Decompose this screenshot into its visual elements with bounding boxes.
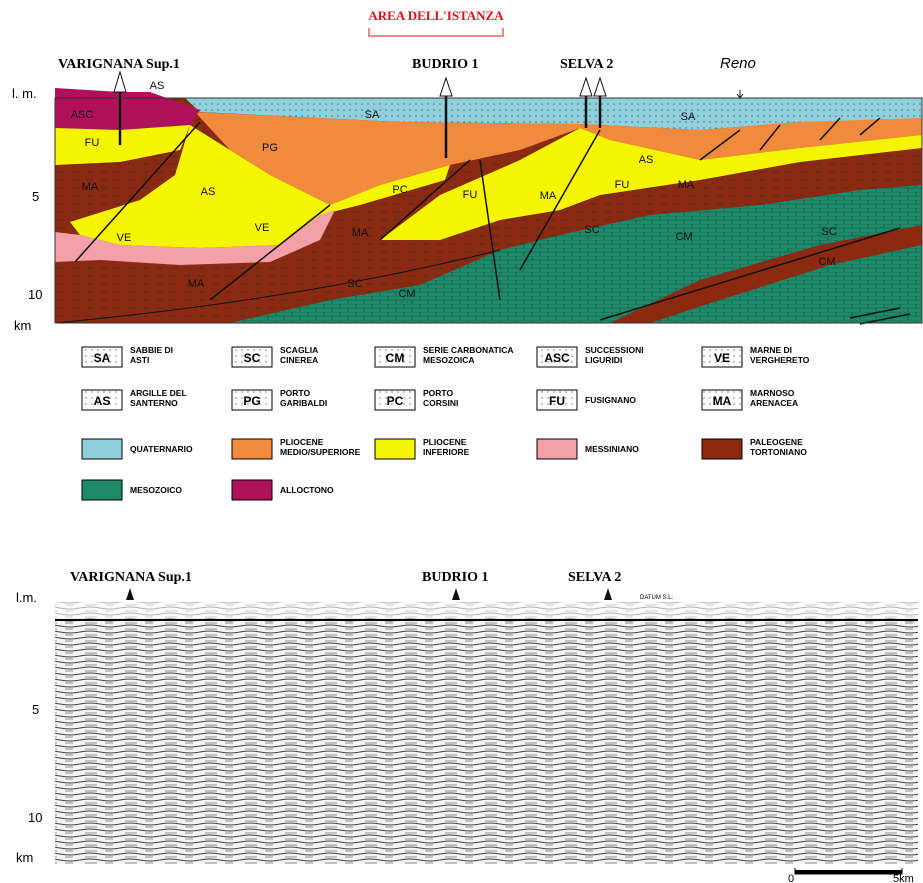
legend-code: SC <box>244 351 261 365</box>
formation-label: CM <box>675 231 692 243</box>
formation-label: CM <box>818 256 835 268</box>
legend-swatch <box>82 439 122 459</box>
formation-label: AS <box>639 154 654 166</box>
legend-swatch <box>232 439 272 459</box>
formation-label: FU <box>85 137 100 149</box>
formation-label: SC <box>347 278 362 290</box>
depth-label: 10 <box>28 287 42 302</box>
well-label: SELVA 2 <box>568 570 621 585</box>
well-label: BUDRIO 1 <box>412 57 479 72</box>
legend-label: QUATERNARIO <box>130 444 193 454</box>
depth-label: km <box>14 318 31 333</box>
legend-code: ASC <box>544 351 570 365</box>
legend-label: MESOZOICO <box>130 485 182 495</box>
formation-label: MA <box>540 190 557 202</box>
formation-label: FU <box>615 179 630 191</box>
seismic-section <box>55 588 918 864</box>
legend-label: FUSIGNANO <box>585 395 636 405</box>
legend-code: FU <box>549 394 565 408</box>
legend-swatch <box>82 480 122 500</box>
formation-label: VE <box>117 232 132 244</box>
formation-label: MA <box>352 227 369 239</box>
well-label: BUDRIO 1 <box>422 570 489 585</box>
well-label: VARIGNANA Sup.1 <box>58 57 180 72</box>
legend-code: PC <box>387 394 404 408</box>
formation-label: PC <box>392 184 407 196</box>
formation-label: SA <box>681 111 696 123</box>
scale-bar <box>795 870 902 874</box>
scale-label: 0 <box>788 873 794 883</box>
well-label: VARIGNANA Sup.1 <box>70 570 192 585</box>
formation-label: AS <box>150 80 165 92</box>
datum-label: DATUM S.L. <box>640 595 674 601</box>
depth-label: 5 <box>32 702 39 717</box>
legend-code: VE <box>714 351 730 365</box>
depth-label: l.m. <box>16 590 37 605</box>
formation-label: MA <box>188 278 205 290</box>
formation-label: FU <box>463 189 478 201</box>
formation-label: CM <box>398 288 415 300</box>
depth-label: 10 <box>28 810 42 825</box>
formation-label: VE <box>255 222 270 234</box>
formation-label: PG <box>262 142 278 154</box>
legend-label: ALLOCTONO <box>280 485 334 495</box>
legend-code: PG <box>243 394 260 408</box>
formation-label: ASC <box>71 109 94 121</box>
well-label: SELVA 2 <box>560 57 613 72</box>
title: AREA DELL'ISTANZA <box>368 8 504 23</box>
legend-swatch <box>232 480 272 500</box>
formation-label: AS <box>201 186 216 198</box>
river-label: Reno <box>720 55 756 72</box>
cross-section <box>55 72 922 324</box>
scale-label: 5km <box>893 873 914 883</box>
legend-code: MA <box>713 394 732 408</box>
depth-label: km <box>16 850 33 865</box>
formation-label: MA <box>678 179 695 191</box>
bracket <box>369 28 503 36</box>
depth-label: l. m. <box>12 86 37 101</box>
legend-code: SA <box>94 351 111 365</box>
formation-label: MA <box>82 181 99 193</box>
depth-label: 5 <box>32 189 39 204</box>
legend-label: MESSINIANO <box>585 444 639 454</box>
formation-label: SC <box>584 224 599 236</box>
legend-code: CM <box>386 351 405 365</box>
page: AREA DELL'ISTANZA VARIGNANA Sup.1 BUDRIO… <box>0 0 923 883</box>
formation-label: SA <box>365 109 380 121</box>
legend-swatch <box>537 439 577 459</box>
legend-swatch <box>702 439 742 459</box>
legend-swatch <box>375 439 415 459</box>
legend-code: AS <box>94 394 111 408</box>
formation-label: SC <box>821 226 836 238</box>
